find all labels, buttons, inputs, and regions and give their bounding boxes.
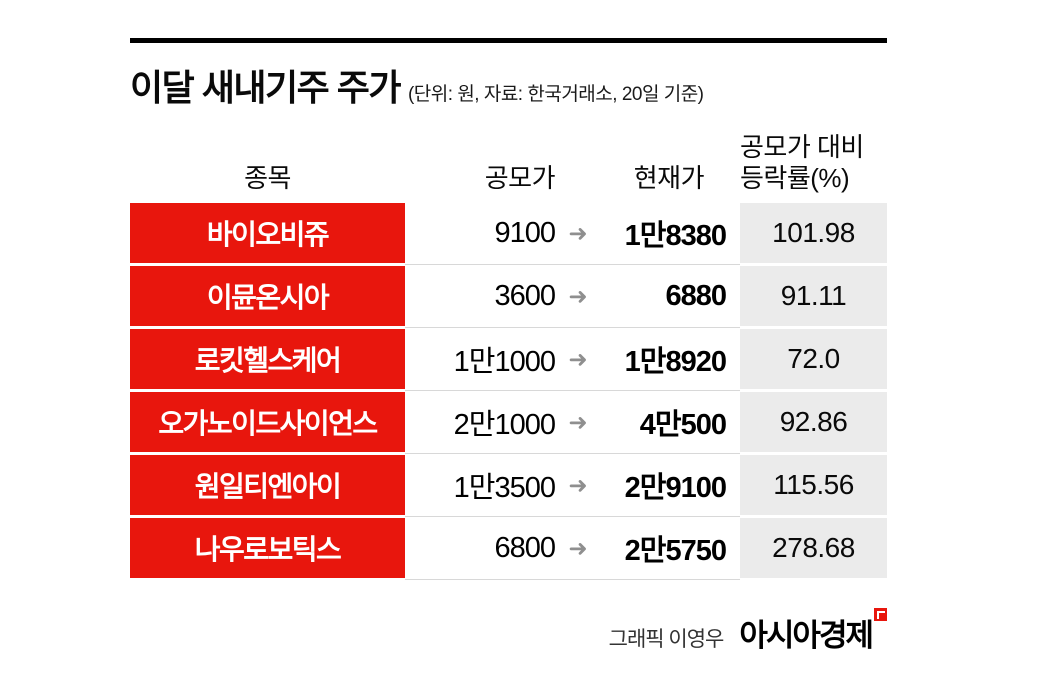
table-row: 바이오비쥬 9100 ➜ 1만8380 101.98 xyxy=(130,203,887,265)
change-rate-cell: 115.56 xyxy=(740,455,887,515)
column-header-change-line1: 공모가 대비 xyxy=(740,131,864,162)
stock-name-cell: 로킷헬스케어 xyxy=(130,329,405,389)
price-cell: 2만1000 ➜ 4만500 xyxy=(405,392,740,454)
footer: 그래픽 이영우 아시아경제 xyxy=(130,608,887,655)
ipo-price: 1만3500 xyxy=(453,472,556,504)
current-price: 2만9100 xyxy=(624,472,727,504)
column-header-current-price: 현재가 xyxy=(633,163,705,193)
column-header-ipo-price: 공모가 xyxy=(484,163,556,193)
arrow-right-icon: ➜ xyxy=(568,534,587,561)
current-price: 4만500 xyxy=(639,409,727,441)
current-price: 2만5750 xyxy=(624,535,727,567)
arrow-right-icon: ➜ xyxy=(568,471,587,498)
publisher-logo: 아시아경제 xyxy=(739,608,887,655)
column-headers: 종목 공모가 현재가 공모가 대비 등락률(%) xyxy=(130,115,887,203)
stock-name-cell: 이뮨온시아 xyxy=(130,266,405,326)
infographic: 이달 새내기주 주가 (단위: 원, 자료: 한국거래소, 20일 기준) 종목… xyxy=(130,38,887,655)
price-cell: 9100 ➜ 1만8380 xyxy=(405,203,740,265)
stock-name-cell: 원일티엔아이 xyxy=(130,455,405,515)
ipo-price: 1만1000 xyxy=(453,346,556,378)
column-header-change-line2: 등락률(%) xyxy=(740,163,850,194)
column-header-change: 공모가 대비 등락률(%) xyxy=(740,132,887,195)
table-row: 원일티엔아이 1만3500 ➜ 2만9100 115.56 xyxy=(130,455,887,517)
column-header-prices: 공모가 현재가 xyxy=(405,158,740,195)
change-rate-cell: 101.98 xyxy=(740,203,887,263)
current-price: 1만8380 xyxy=(624,220,727,252)
ipo-price: 9100 xyxy=(494,216,556,249)
stock-name-cell: 바이오비쥬 xyxy=(130,203,405,263)
publisher-logo-text: 아시아경제 xyxy=(739,618,874,653)
stock-name-cell: 오가노이드사이언스 xyxy=(130,392,405,452)
table-row: 이뮨온시아 3600 ➜ 6880 91.11 xyxy=(130,266,887,328)
current-price: 6880 xyxy=(665,279,727,312)
stock-table: 바이오비쥬 9100 ➜ 1만8380 101.98 이뮨온시아 3600 ➜ … xyxy=(130,203,887,580)
stock-name-cell: 나우로보틱스 xyxy=(130,518,405,578)
change-rate-cell: 72.0 xyxy=(740,329,887,389)
table-row: 로킷헬스케어 1만1000 ➜ 1만8920 72.0 xyxy=(130,329,887,391)
price-cell: 1만3500 ➜ 2만9100 xyxy=(405,455,740,517)
price-cell: 6800 ➜ 2만5750 xyxy=(405,518,740,580)
ipo-price: 3600 xyxy=(494,279,556,312)
price-cell: 3600 ➜ 6880 xyxy=(405,266,740,328)
change-rate-cell: 91.11 xyxy=(740,266,887,326)
page-title: 이달 새내기주 주가 xyxy=(130,67,401,108)
title-line: 이달 새내기주 주가 (단위: 원, 자료: 한국거래소, 20일 기준) xyxy=(130,59,887,111)
column-header-name: 종목 xyxy=(244,163,291,193)
change-rate-cell: 92.86 xyxy=(740,392,887,452)
arrow-right-icon: ➜ xyxy=(568,408,587,435)
change-rate-cell: 278.68 xyxy=(740,518,887,578)
table-row: 오가노이드사이언스 2만1000 ➜ 4만500 92.86 xyxy=(130,392,887,454)
arrow-right-icon: ➜ xyxy=(568,282,587,309)
title-unit-note: (단위: 원, 자료: 한국거래소, 20일 기준) xyxy=(407,84,704,105)
current-price: 1만8920 xyxy=(624,346,727,378)
ipo-price: 6800 xyxy=(494,531,556,564)
arrow-right-icon: ➜ xyxy=(568,219,587,246)
table-row: 나우로보틱스 6800 ➜ 2만5750 278.68 xyxy=(130,518,887,580)
price-cell: 1만1000 ➜ 1만8920 xyxy=(405,329,740,391)
ipo-price: 2만1000 xyxy=(453,409,556,441)
arrow-right-icon: ➜ xyxy=(568,345,587,372)
top-rule xyxy=(130,38,887,43)
graphic-credit: 그래픽 이영우 xyxy=(608,628,725,651)
publisher-logo-mark-icon xyxy=(874,608,887,621)
